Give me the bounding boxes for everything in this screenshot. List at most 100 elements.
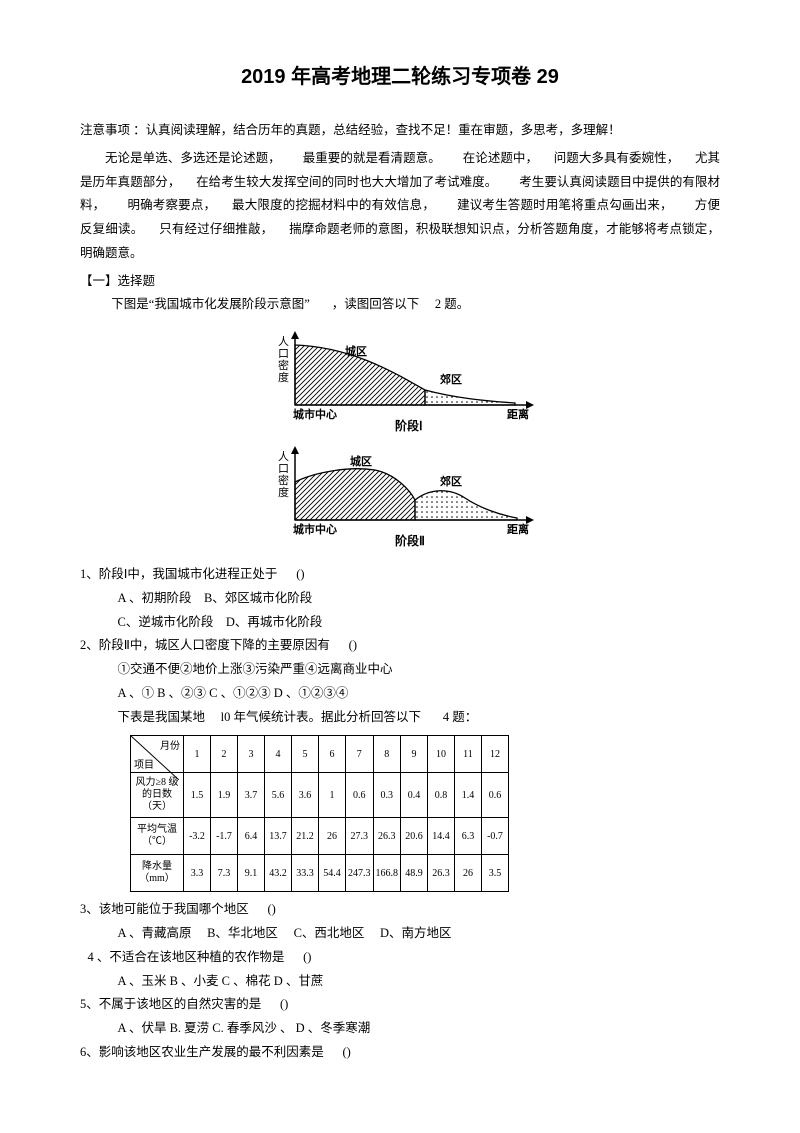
q3c: C、西北地区 [294, 926, 365, 940]
r3c11: 26 [455, 855, 482, 892]
r1c9: 0.4 [401, 773, 428, 818]
suburb2: 郊区 [440, 474, 462, 488]
table-row-temp: 平均气温（℃） -3.2 -1.7 6.4 13.7 21.2 26 27.3 … [131, 818, 509, 855]
q1-line2: C、逆城市化阶段D、再城市化阶段 [80, 611, 720, 635]
mon-6: 6 [319, 736, 346, 773]
table-row-precip: 降水量（mm） 3.3 7.3 9.1 43.2 33.3 54.4 247.3… [131, 855, 509, 892]
q5-paren: () [280, 997, 288, 1011]
dist1: 距离 [507, 407, 529, 421]
q5: 5、不属于该地区的自然灾害的是() [80, 993, 720, 1017]
p2i: 最大限度的挖掘材料中的有效信息， [232, 198, 435, 212]
mon-7: 7 [346, 736, 374, 773]
cityzone1: 城区 [345, 344, 367, 358]
r1c2: 1.9 [211, 773, 238, 818]
r3c7: 247.3 [346, 855, 374, 892]
q3-stem: 3、该地可能位于我国哪个地区 [80, 902, 249, 916]
svg-text:口: 口 [278, 348, 289, 360]
r1c12: 0.6 [482, 773, 509, 818]
r2c1: -3.2 [184, 818, 211, 855]
p2b: 最重要的就是看清题意。 [303, 151, 441, 165]
q6-paren: () [343, 1045, 351, 1059]
p2j: 建议考生答题时用笔将重点勾画出来， [457, 198, 673, 212]
q3: 3、该地可能位于我国哪个地区 () [80, 898, 720, 922]
mon-8: 8 [373, 736, 401, 773]
r1c11: 1.4 [455, 773, 482, 818]
r3c6: 54.4 [319, 855, 346, 892]
table-intro: 下表是我国某地 l0 年气候统计表。据此分析回答以下 4 题： [80, 706, 720, 730]
r1c8: 0.3 [373, 773, 401, 818]
stage2-chart: 人 口 密 度 城区 郊区 城市中心 距离 阶段Ⅱ [255, 440, 545, 550]
p2d: 问题大多具有委婉性， [554, 151, 680, 165]
mon-11: 11 [455, 736, 482, 773]
figintro-b: ，读图回答以下 [332, 297, 420, 311]
r3c9: 48.9 [401, 855, 428, 892]
p2l: 只有经过仔细推敲， [159, 222, 273, 236]
r2c4: 13.7 [265, 818, 292, 855]
suburb1: 郊区 [440, 372, 462, 386]
q3d: D、南方地区 [380, 926, 452, 940]
r3c3: 9.1 [238, 855, 265, 892]
r2c12: -0.7 [482, 818, 509, 855]
tbl-b: l0 年气候统计表。据此分析回答以下 [221, 710, 421, 724]
stage-charts: 人 口 密 度 城区 郊区 城市中心 距离 阶段Ⅰ [80, 325, 720, 555]
r3c10: 26.3 [428, 855, 455, 892]
citycenter1: 城市中心 [293, 407, 337, 421]
r3c4: 43.2 [265, 855, 292, 892]
q1-line1: A 、初期阶段B、郊区城市化阶段 [80, 587, 720, 611]
ylab1: 人 [278, 335, 289, 348]
q5-choices: A 、伏旱 B. 夏涝 C. 春季风沙 、 D 、冬季寒潮 [80, 1017, 720, 1041]
r2c2: -1.7 [211, 818, 238, 855]
r2c8: 26.3 [373, 818, 401, 855]
q2-paren: () [349, 638, 357, 652]
corner-bot: 项目 [134, 756, 154, 771]
q3b: B、华北地区 [207, 926, 278, 940]
r2c11: 6.3 [455, 818, 482, 855]
mon-9: 9 [401, 736, 428, 773]
r2c10: 14.4 [428, 818, 455, 855]
stage2-label: 阶段Ⅱ [395, 533, 425, 548]
stage1-label: 阶段Ⅰ [395, 418, 423, 433]
r2c5: 21.2 [292, 818, 319, 855]
svg-text:度: 度 [278, 370, 289, 384]
q3-choices: A 、青藏高原 B、华北地区 C、西北地区 D、南方地区 [80, 922, 720, 946]
figure-intro: 下图是“我国城市化发展阶段示意图” ，读图回答以下 2 题。 [80, 293, 720, 317]
mon-4: 4 [265, 736, 292, 773]
q1-paren: () [296, 567, 304, 581]
r1c3: 3.7 [238, 773, 265, 818]
svg-text:密: 密 [278, 473, 289, 487]
q4-paren: () [303, 950, 311, 964]
q4: 4 、不适合在该地区种植的农作物是() [80, 946, 720, 970]
r2c7: 27.3 [346, 818, 374, 855]
svg-text:密: 密 [278, 358, 289, 372]
q1: 1、阶段Ⅰ中，我国城市化进程正处于() [80, 563, 720, 587]
table-row-header: 月份 项目 1 2 3 4 5 6 7 8 9 10 11 12 [131, 736, 509, 773]
mon-5: 5 [292, 736, 319, 773]
r1c1: 1.5 [184, 773, 211, 818]
q4-choices: A 、玉米 B 、小麦 C 、棉花 D 、甘蔗 [80, 970, 720, 994]
r3c2: 7.3 [211, 855, 238, 892]
q6: 6、影响该地区农业生产发展的最不利因素是() [80, 1041, 720, 1065]
r1c6: 1 [319, 773, 346, 818]
r2c3: 6.4 [238, 818, 265, 855]
svg-text:度: 度 [278, 485, 289, 499]
stage1-chart: 人 口 密 度 城区 郊区 城市中心 距离 阶段Ⅰ [255, 325, 545, 435]
r3c12: 3.5 [482, 855, 509, 892]
figintro-c: 2 题。 [435, 297, 469, 311]
p2h: 明确考察要点， [127, 198, 216, 212]
svg-text:人: 人 [278, 450, 289, 463]
p2c: 在论述题中， [463, 151, 538, 165]
page-title: 2019 年高考地理二轮练习专项卷 29 [80, 60, 720, 89]
tbl-c: 4 题： [443, 710, 477, 724]
q3a: A 、青藏高原 [118, 926, 192, 940]
figintro-a: 下图是“我国城市化发展阶段示意图” [111, 297, 310, 311]
q3-paren: () [268, 902, 276, 916]
r2c6: 26 [319, 818, 346, 855]
corner-top: 月份 [160, 737, 180, 752]
r3c8: 166.8 [373, 855, 401, 892]
notice-para-2: 无论是单选、多选还是论述题， 最重要的就是看清题意。 在论述题中， 问题大多具有… [80, 147, 720, 266]
mon-10: 10 [428, 736, 455, 773]
r1c4: 5.6 [265, 773, 292, 818]
r1c10: 0.8 [428, 773, 455, 818]
mon-1: 1 [184, 736, 211, 773]
mon-3: 3 [238, 736, 265, 773]
